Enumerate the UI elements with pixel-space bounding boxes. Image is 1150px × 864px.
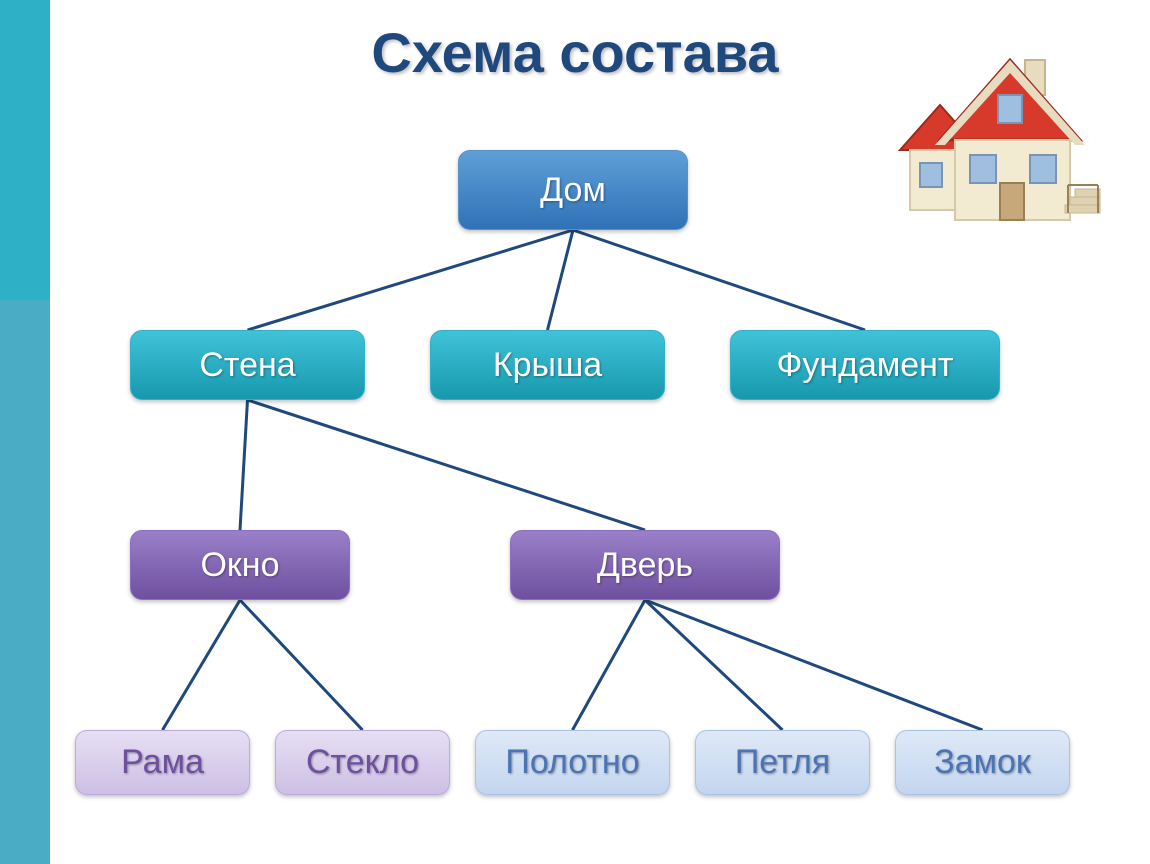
tree-node-dom: Дом (458, 150, 688, 230)
tree-edge (240, 600, 363, 730)
tree-node-label: Стекло (306, 743, 419, 782)
tree-node-label: Стена (199, 346, 295, 385)
tree-node-dver: Дверь (510, 530, 780, 600)
tree-node-label: Фундамент (776, 346, 953, 385)
slide: Схема состава ДомСтенаКрышаФундаментОкно… (0, 0, 1150, 864)
tree-edge (573, 600, 646, 730)
tree-edge (645, 600, 983, 730)
tree-node-krysha: Крыша (430, 330, 665, 400)
tree-node-label: Дом (540, 171, 606, 210)
tree-node-label: Окно (200, 546, 279, 585)
sidebar (0, 0, 50, 864)
tree-node-label: Петля (735, 743, 830, 782)
tree-node-label: Замок (934, 743, 1031, 782)
tree-node-zamok: Замок (895, 730, 1070, 795)
tree-edge (163, 600, 241, 730)
tree-node-petlya: Петля (695, 730, 870, 795)
tree-node-rama: Рама (75, 730, 250, 795)
tree-edge (573, 230, 865, 330)
tree-edge (240, 400, 248, 530)
house-icon (880, 35, 1110, 235)
tree-node-label: Дверь (597, 546, 693, 585)
tree-node-polotno: Полотно (475, 730, 670, 795)
tree-edge (645, 600, 783, 730)
tree-node-okno: Окно (130, 530, 350, 600)
tree-node-label: Крыша (493, 346, 602, 385)
tree-node-label: Полотно (505, 743, 639, 782)
tree-edge (248, 230, 574, 330)
tree-node-stena: Стена (130, 330, 365, 400)
tree-node-fundament: Фундамент (730, 330, 1000, 400)
tree-node-label: Рама (121, 743, 204, 782)
tree-node-steklo: Стекло (275, 730, 450, 795)
tree-edge (548, 230, 574, 330)
tree-edge (248, 400, 646, 530)
sidebar-accent-bottom (0, 300, 50, 864)
